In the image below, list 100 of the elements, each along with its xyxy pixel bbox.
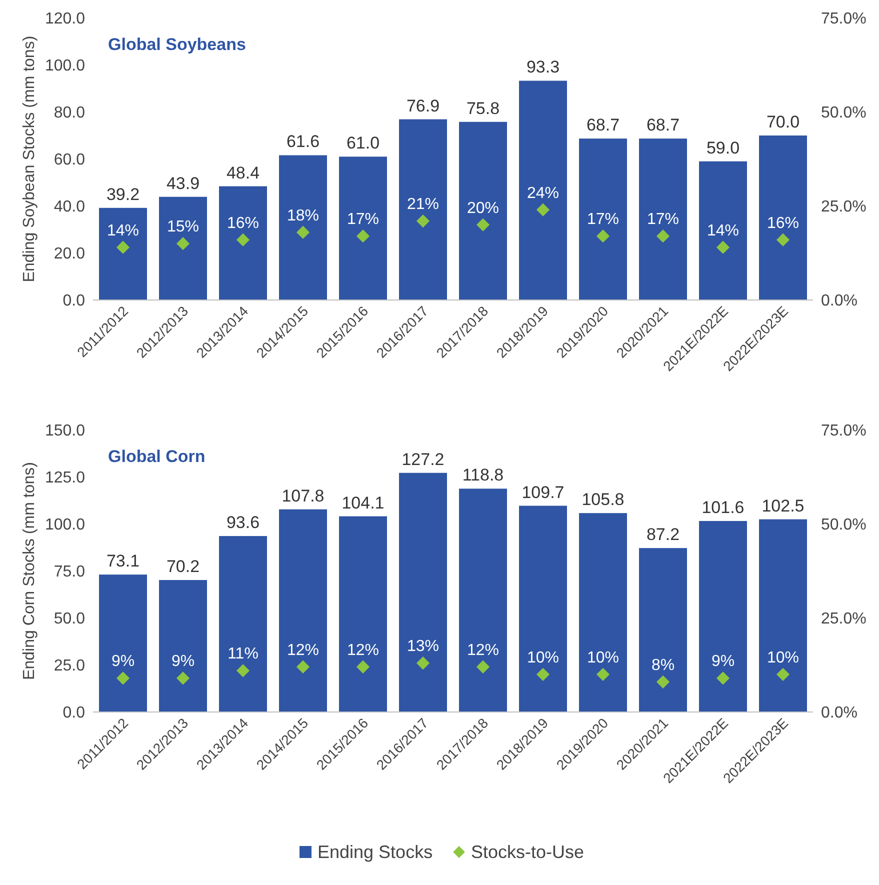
data-label: 17% bbox=[586, 211, 620, 228]
bar bbox=[399, 472, 447, 712]
data-label: 61.6 bbox=[286, 132, 320, 152]
data-label: 8% bbox=[651, 656, 675, 674]
data-label: 59.0 bbox=[706, 138, 740, 158]
bar bbox=[699, 520, 747, 712]
y2-tick-label: 25.0% bbox=[821, 198, 866, 216]
bar bbox=[219, 186, 267, 300]
point bbox=[536, 668, 550, 681]
data-label: 12% bbox=[466, 642, 500, 659]
point bbox=[776, 233, 790, 246]
bar bbox=[339, 516, 387, 712]
data-label: 93.6 bbox=[226, 513, 260, 532]
data-label: 101.6 bbox=[702, 498, 744, 517]
bar bbox=[579, 513, 627, 712]
data-label: 12% bbox=[346, 642, 380, 659]
data-label: 118.8 bbox=[462, 466, 504, 485]
point bbox=[416, 656, 430, 670]
data-label: 102.5 bbox=[762, 496, 804, 516]
y2-tick-label: 75.0% bbox=[821, 422, 866, 440]
y2-tick-label: 0.0% bbox=[821, 292, 858, 310]
data-label: 107.8 bbox=[282, 486, 324, 506]
data-label: 105.8 bbox=[582, 490, 624, 510]
data-label: 68.7 bbox=[586, 116, 620, 135]
point bbox=[656, 675, 670, 688]
y-axis-title: Ending Soybean Stocks (mm tons) bbox=[21, 36, 38, 282]
bar bbox=[639, 548, 687, 712]
point bbox=[656, 230, 670, 243]
data-label: 13% bbox=[406, 638, 440, 656]
point bbox=[476, 660, 490, 674]
bar bbox=[459, 488, 507, 712]
point bbox=[776, 668, 790, 681]
y2-tick-label: 75.0% bbox=[821, 10, 866, 28]
data-label: 21% bbox=[406, 196, 440, 214]
data-label: 10% bbox=[766, 649, 800, 666]
data-label: 14% bbox=[706, 222, 740, 240]
legend-label: Stocks-to-Use bbox=[471, 842, 584, 862]
data-label: 9% bbox=[111, 653, 135, 670]
bar bbox=[279, 155, 327, 300]
data-label: 16% bbox=[766, 214, 800, 232]
data-label: 17% bbox=[646, 211, 680, 228]
data-label: 87.2 bbox=[646, 525, 680, 544]
point bbox=[416, 214, 430, 228]
data-label: 68.7 bbox=[646, 116, 680, 135]
point bbox=[536, 203, 550, 216]
point bbox=[716, 240, 730, 254]
data-label: 48.4 bbox=[226, 163, 260, 182]
y2-tick-label: 50.0% bbox=[821, 516, 866, 534]
y-tick-label: 100.0 bbox=[44, 516, 86, 534]
point bbox=[116, 672, 130, 685]
data-label: 109.7 bbox=[522, 482, 564, 502]
point bbox=[356, 660, 370, 674]
data-label: 75.8 bbox=[466, 98, 500, 118]
bar bbox=[579, 138, 627, 300]
data-label: 12% bbox=[286, 642, 320, 659]
data-label: 17% bbox=[346, 211, 380, 228]
data-label: 10% bbox=[526, 649, 560, 666]
bar bbox=[459, 122, 507, 300]
bar bbox=[159, 196, 207, 300]
y-tick-label: 75.0 bbox=[54, 564, 86, 581]
y-tick-label: 100.0 bbox=[44, 58, 86, 75]
point bbox=[296, 660, 310, 674]
data-label: 24% bbox=[526, 184, 560, 202]
y-tick-label: 0.0 bbox=[62, 704, 86, 722]
y-tick-label: 125.0 bbox=[44, 470, 86, 487]
bar bbox=[639, 138, 687, 300]
point bbox=[176, 672, 190, 685]
bar bbox=[699, 161, 747, 300]
point bbox=[236, 233, 250, 246]
y-tick-label: 60.0 bbox=[54, 152, 86, 169]
y-tick-label: 25.0 bbox=[54, 658, 86, 675]
data-label: 14% bbox=[106, 222, 140, 240]
data-label: 9% bbox=[171, 653, 195, 670]
y2-tick-label: 25.0% bbox=[821, 610, 866, 628]
bar bbox=[519, 80, 567, 300]
point bbox=[356, 230, 370, 243]
y-tick-label: 0.0 bbox=[62, 292, 86, 310]
data-label: 127.2 bbox=[402, 450, 444, 469]
data-label: 61.0 bbox=[346, 134, 380, 153]
bar bbox=[219, 536, 267, 712]
bar bbox=[99, 574, 147, 712]
y-tick-label: 20.0 bbox=[54, 246, 86, 263]
y-axis-title: Ending Corn Stocks (mm tons) bbox=[21, 462, 38, 680]
bar bbox=[759, 519, 807, 712]
y-tick-label: 80.0 bbox=[54, 104, 86, 122]
data-label: 93.3 bbox=[526, 58, 560, 77]
bar bbox=[339, 156, 387, 300]
text: Global Soybeans bbox=[108, 35, 246, 54]
data-label: 73.1 bbox=[106, 552, 140, 571]
data-label: 76.9 bbox=[406, 96, 440, 116]
bar bbox=[519, 506, 567, 712]
bar bbox=[279, 509, 327, 712]
data-label: 39.2 bbox=[106, 184, 140, 204]
bar bbox=[399, 119, 447, 300]
data-label: 43.9 bbox=[166, 174, 200, 193]
point bbox=[596, 230, 610, 243]
y-tick-label: 120.0 bbox=[44, 10, 86, 28]
data-label: 9% bbox=[711, 653, 735, 670]
data-label: 10% bbox=[586, 649, 620, 666]
point bbox=[596, 668, 610, 681]
